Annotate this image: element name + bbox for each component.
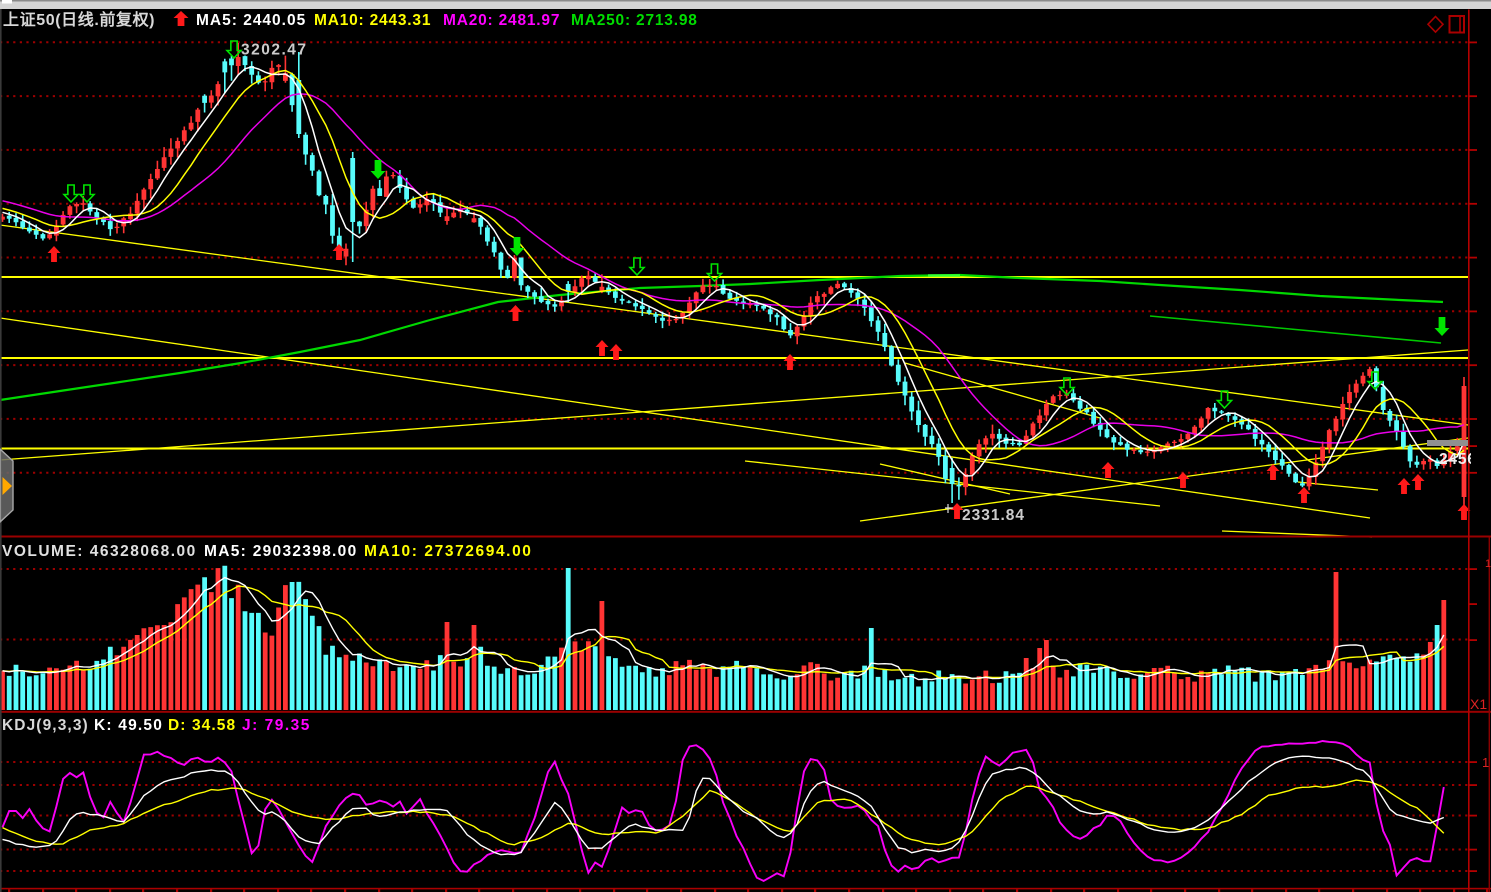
svg-text:MA10: 2443.31: MA10: 2443.31 bbox=[314, 12, 431, 29]
svg-text:D: 34.58: D: 34.58 bbox=[168, 717, 236, 734]
svg-text:MA10: 27372694.00: MA10: 27372694.00 bbox=[364, 543, 533, 560]
svg-text:J: 79.35: J: 79.35 bbox=[242, 717, 311, 734]
svg-text:K: 49.50: K: 49.50 bbox=[94, 717, 163, 734]
svg-text:KDJ(9,3,3): KDJ(9,3,3) bbox=[2, 717, 89, 734]
svg-text:MA5: 29032398.00: MA5: 29032398.00 bbox=[204, 543, 358, 560]
svg-text:MA250: 2713.98: MA250: 2713.98 bbox=[571, 12, 698, 29]
svg-text:3202.47: 3202.47 bbox=[241, 42, 308, 59]
svg-text:X1: X1 bbox=[1470, 696, 1487, 712]
svg-text:MA20: 2481.97: MA20: 2481.97 bbox=[443, 12, 560, 29]
svg-text:2456.88: 2456.88 bbox=[1439, 451, 1491, 468]
svg-text:1: 1 bbox=[1482, 755, 1489, 770]
svg-text:VOLUME: 46328068.00: VOLUME: 46328068.00 bbox=[2, 543, 197, 560]
svg-text:1: 1 bbox=[1485, 558, 1491, 570]
svg-text:2331.84: 2331.84 bbox=[962, 507, 1025, 524]
svg-text:MA5: 2440.05: MA5: 2440.05 bbox=[196, 12, 306, 29]
svg-text:上证50(日线.前复权): 上证50(日线.前复权) bbox=[3, 10, 155, 29]
